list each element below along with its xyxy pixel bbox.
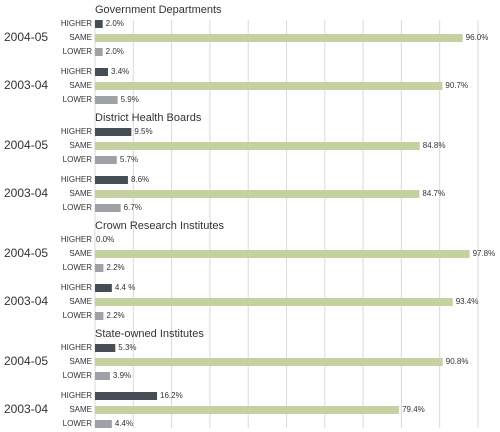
category-label: HIGHER (61, 175, 92, 184)
bar (95, 420, 112, 428)
data-label: 2.0% (106, 47, 124, 56)
group-title: Government Departments (95, 4, 222, 16)
bar (95, 190, 420, 198)
year-label: 2003-04 (4, 294, 48, 308)
category-label: SAME (69, 33, 92, 42)
bar (95, 372, 110, 380)
year-label: 2004-05 (4, 138, 48, 152)
category-label: LOWER (63, 419, 93, 428)
group-title: Crown Research Institutes (95, 220, 224, 232)
category-label: LOWER (63, 203, 93, 212)
group-title: State-owned Institutes (95, 328, 204, 340)
bar (95, 82, 443, 90)
bar (95, 96, 118, 104)
year-label: 2004-05 (4, 246, 48, 260)
data-label: 0.0% (96, 235, 114, 244)
category-label: LOWER (63, 47, 93, 56)
data-label: 96.0% (466, 33, 489, 42)
data-label: 4.4 % (115, 283, 135, 292)
bar (95, 204, 121, 212)
bar (95, 20, 103, 28)
data-label: 16.2% (160, 391, 183, 400)
category-label: HIGHER (61, 343, 92, 352)
data-label: 3.4% (111, 67, 129, 76)
data-label: 5.7% (120, 155, 138, 164)
category-label: SAME (69, 297, 92, 306)
bar (95, 358, 443, 366)
data-label: 2.2% (106, 263, 124, 272)
bar (95, 298, 453, 306)
bar (95, 128, 132, 136)
bar (95, 264, 104, 272)
year-label: 2004-05 (4, 30, 48, 44)
data-label: 2.2% (106, 311, 124, 320)
category-label: LOWER (63, 263, 93, 272)
data-label: 5.9% (121, 95, 139, 104)
category-label: SAME (69, 249, 92, 258)
bar (95, 176, 128, 184)
bar (95, 142, 420, 150)
year-label: 2003-04 (4, 78, 48, 92)
category-label: LOWER (63, 371, 93, 380)
bar (95, 392, 158, 400)
year-label: 2003-04 (4, 186, 48, 200)
data-label: 9.5% (134, 127, 152, 136)
category-label: SAME (69, 405, 92, 414)
year-label: 2003-04 (4, 402, 48, 416)
bar (95, 312, 104, 320)
bar (95, 406, 400, 414)
data-label: 5.3% (118, 343, 136, 352)
category-label: HIGHER (61, 67, 92, 76)
bar (95, 250, 470, 258)
bar (95, 344, 116, 352)
group-title: District Health Boards (95, 112, 202, 124)
bar (95, 48, 103, 56)
category-label: SAME (69, 189, 92, 198)
data-label: 4.4% (115, 419, 133, 428)
category-label: SAME (69, 357, 92, 366)
data-label: 3.9% (113, 371, 131, 380)
category-label: LOWER (63, 95, 93, 104)
data-label: 90.8% (446, 357, 469, 366)
data-label: 84.8% (423, 141, 446, 150)
category-label: LOWER (63, 155, 93, 164)
category-label: HIGHER (61, 127, 92, 136)
year-label: 2004-05 (4, 354, 48, 368)
category-label: SAME (69, 81, 92, 90)
data-label: 79.4% (402, 405, 425, 414)
category-label: LOWER (63, 311, 93, 320)
bar (95, 156, 117, 164)
data-label: 2.0% (106, 19, 124, 28)
bar (95, 284, 112, 292)
category-label: SAME (69, 141, 92, 150)
data-label: 8.6% (131, 175, 149, 184)
data-label: 84.7% (422, 189, 445, 198)
category-label: HIGHER (61, 19, 92, 28)
category-label: HIGHER (61, 391, 92, 400)
data-label: 97.8% (473, 249, 496, 258)
bar (95, 68, 109, 76)
category-label: HIGHER (61, 235, 92, 244)
data-label: 6.7% (124, 203, 142, 212)
bar (95, 34, 463, 42)
data-label: 90.7% (445, 81, 468, 90)
category-label: HIGHER (61, 283, 92, 292)
data-label: 93.4% (456, 297, 479, 306)
